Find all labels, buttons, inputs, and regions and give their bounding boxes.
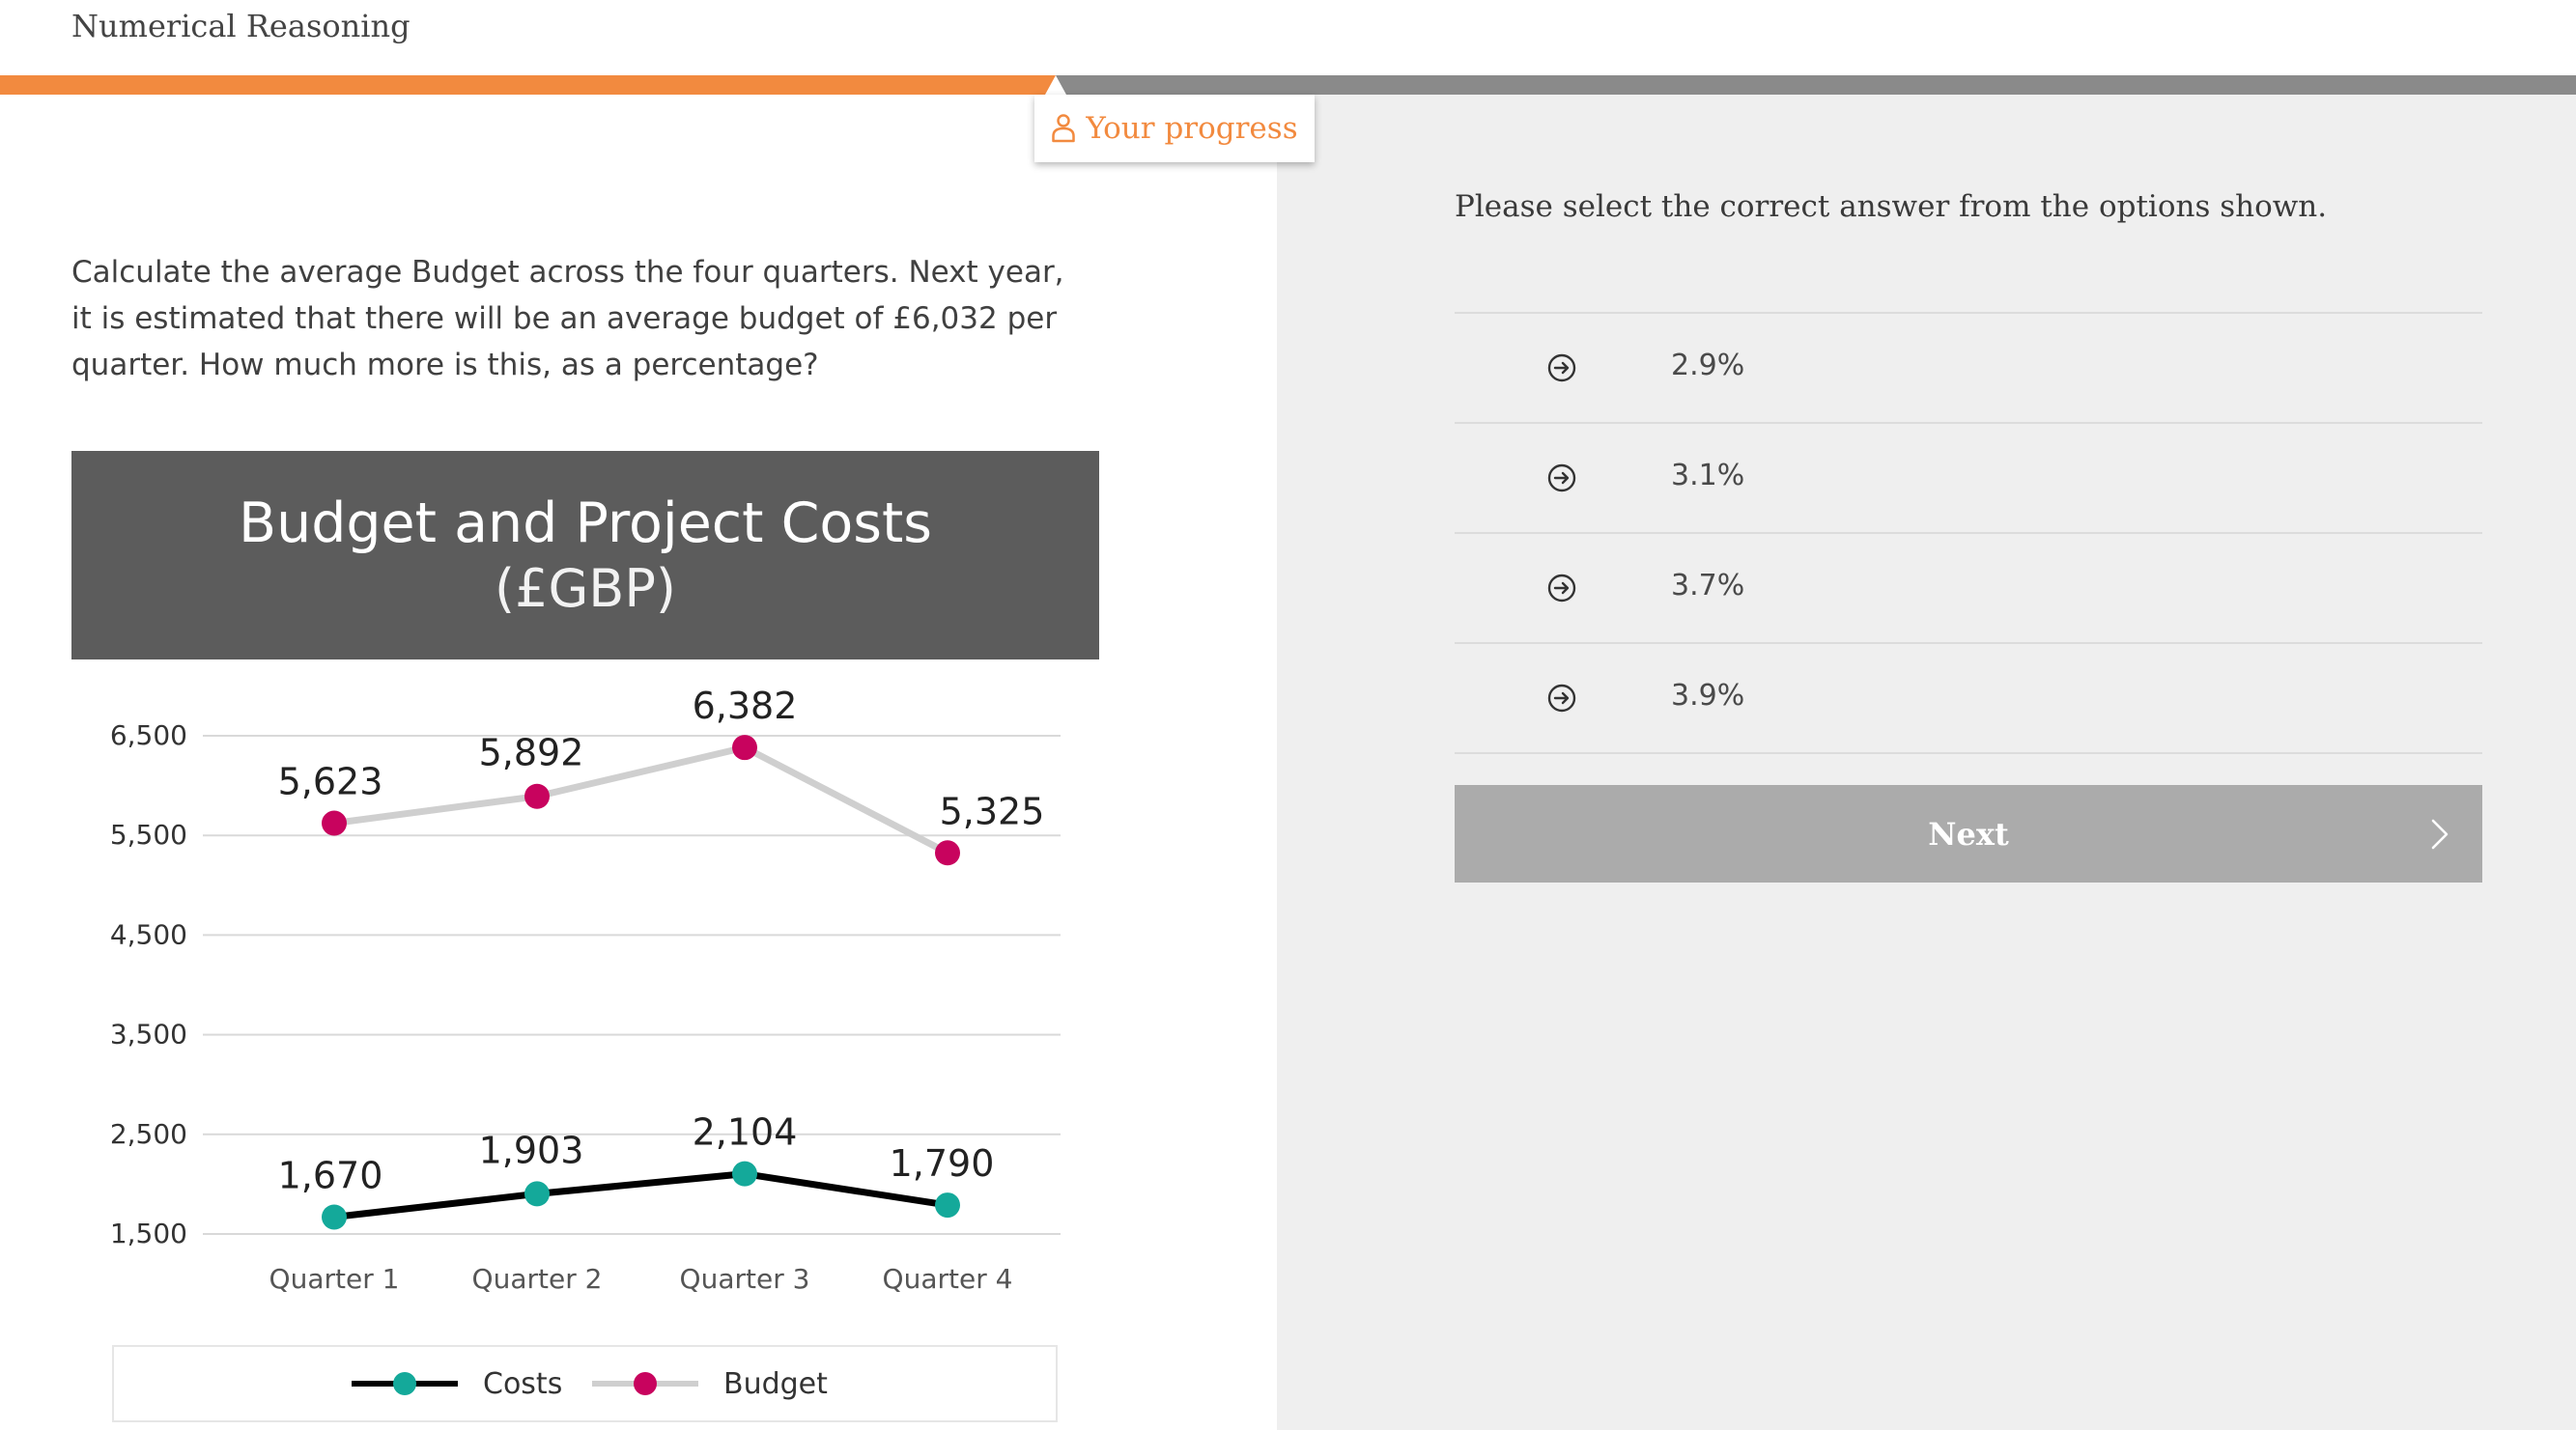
line-chart: 1,500 2,500 3,500 4,500 5,500 6,500 Quarter 1 Q…: [110, 685, 1061, 1295]
data-label-budget: 6,382: [693, 685, 798, 727]
x-tick-label: Quarter 2: [472, 1263, 603, 1295]
data-point-budget: [732, 735, 757, 761]
y-tick-label: 6,500: [110, 719, 187, 751]
data-point-budget: [322, 810, 347, 836]
legend-budget-label: Budget: [723, 1366, 828, 1401]
arrow-right-circle-icon: [1547, 353, 1576, 382]
y-tick-label: 3,500: [110, 1019, 187, 1051]
your-progress-label: Your progress: [1086, 111, 1298, 146]
x-tick-label: Quarter 1: [269, 1263, 400, 1295]
chevron-right-icon: [2431, 819, 2449, 850]
chart-legend: Costs Budget: [112, 1345, 1058, 1422]
data-point-costs: [322, 1204, 347, 1230]
question-text: Calculate the average Budget across the …: [71, 255, 1064, 382]
data-label-costs: 1,670: [278, 1154, 383, 1196]
progress-marker: [1045, 75, 1066, 95]
legend-costs-label: Costs: [483, 1366, 563, 1401]
data-label-costs: 1,903: [479, 1129, 584, 1171]
your-progress-button[interactable]: Your progress: [1034, 95, 1315, 162]
chart-subtitle: (£GBP): [495, 558, 676, 619]
app-title: Numerical Reasoning: [71, 8, 410, 44]
answer-option-2[interactable]: 3.1%: [1455, 424, 2482, 534]
answer-panel: [1277, 95, 2576, 1430]
series-line-budget: [333, 743, 949, 856]
x-tick-label: Quarter 3: [680, 1263, 810, 1295]
data-label-budget: 5,325: [940, 790, 1045, 832]
legend-item-costs: Costs: [352, 1347, 562, 1420]
legend-budget-marker: [592, 1372, 698, 1395]
chart-title: Budget and Project Costs: [238, 491, 933, 555]
answer-option-label: 3.1%: [1671, 459, 1745, 492]
data-label-budget: 5,623: [278, 761, 383, 803]
y-tick-label: 5,500: [110, 819, 187, 851]
progress-bar: [0, 75, 2576, 95]
next-button[interactable]: Next: [1455, 785, 2482, 883]
chart-header: Budget and Project Costs (£GBP): [71, 451, 1099, 659]
x-tick-label: Quarter 4: [883, 1263, 1013, 1295]
data-point-costs: [935, 1192, 960, 1219]
y-tick-label: 4,500: [110, 918, 187, 950]
answer-option-label: 2.9%: [1671, 349, 1745, 382]
answer-option-4[interactable]: 3.9%: [1455, 644, 2482, 754]
legend-item-budget: Budget: [592, 1347, 828, 1420]
y-tick-label: 2,500: [110, 1118, 187, 1150]
answer-option-label: 3.9%: [1671, 679, 1745, 713]
arrow-right-circle-icon: [1547, 574, 1576, 603]
data-point-costs: [732, 1161, 757, 1187]
data-point-costs: [524, 1181, 550, 1207]
data-point-budget: [524, 783, 550, 809]
data-label-costs: 2,104: [693, 1111, 798, 1154]
legend-costs-marker: [352, 1372, 458, 1395]
answer-option-3[interactable]: 3.7%: [1455, 534, 2482, 644]
person-icon: [1052, 114, 1076, 143]
arrow-right-circle-icon: [1547, 463, 1576, 492]
answer-options: 2.9% 3.1% 3.7% 3.9%: [1455, 312, 2482, 754]
data-label-costs: 1,790: [890, 1142, 995, 1185]
data-label-budget: 5,892: [479, 732, 584, 774]
arrow-right-circle-icon: [1547, 684, 1576, 713]
data-point-budget: [935, 840, 960, 866]
answer-option-label: 3.7%: [1671, 569, 1745, 603]
series-line-costs: [333, 1170, 948, 1220]
next-button-label: Next: [1928, 815, 2009, 853]
progress-fill: [0, 75, 1056, 95]
y-tick-label: 1,500: [110, 1218, 187, 1249]
instruction-text: Please select the correct answer from th…: [1455, 189, 2328, 224]
answer-option-1[interactable]: 2.9%: [1455, 314, 2482, 424]
